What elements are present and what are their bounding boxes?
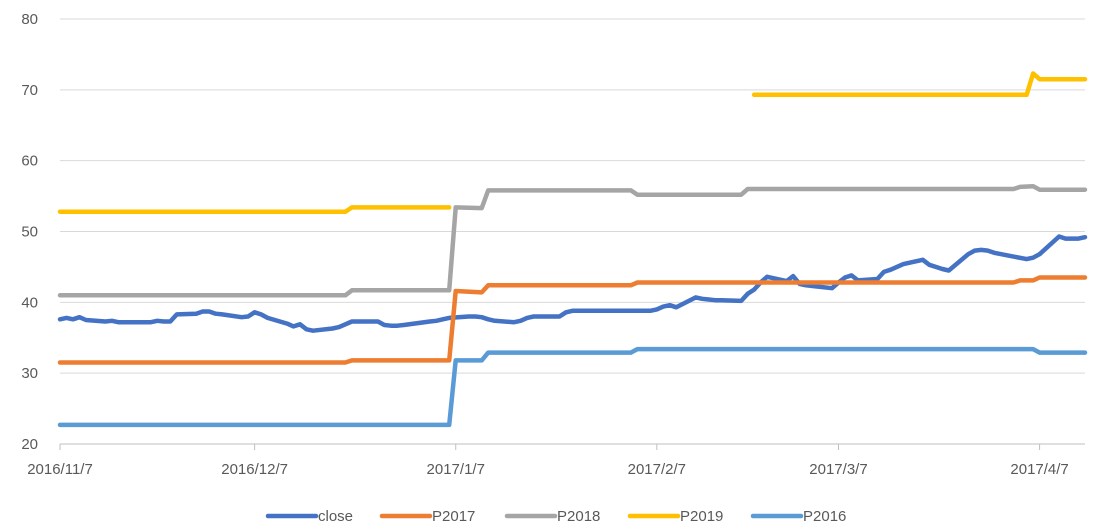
legend-label-P2018: P2018: [557, 508, 600, 525]
y-tick-label: 50: [21, 224, 38, 241]
y-tick-label: 70: [21, 82, 38, 99]
series-lines: [57, 71, 1088, 428]
y-tick-label: 80: [21, 11, 38, 28]
y-tick-label: 30: [21, 365, 38, 382]
legend: close P2017 P2018 P2019 P2016: [265, 508, 846, 525]
series-line-P2018: [57, 183, 1088, 298]
x-tick-label: 2017/3/7: [809, 461, 867, 478]
y-tick-label: 40: [21, 294, 38, 311]
legend-label-P2017: P2017: [432, 508, 475, 525]
series-line-P2017: [57, 275, 1088, 365]
series-line-P2016: [57, 346, 1088, 428]
x-tick-label: 2017/4/7: [1010, 461, 1068, 478]
x-tick-label: 2016/11/7: [27, 461, 93, 478]
y-axis-ticks: 20 30 40 50 60 70 80: [21, 11, 38, 453]
y-tick-label: 60: [21, 153, 38, 170]
legend-label-P2016: P2016: [803, 508, 846, 525]
series-line-close: [57, 234, 1088, 333]
gridlines: [60, 18, 1085, 374]
x-tick-label: 2017/2/7: [628, 461, 686, 478]
series-line-P2019: [57, 71, 1088, 214]
legend-label-close: close: [318, 508, 353, 525]
y-tick-label: 20: [21, 436, 38, 453]
legend-label-P2019: P2019: [680, 508, 723, 525]
x-axis: 2016/11/7 2016/12/7 2017/1/7 2017/2/7 2017/3…: [27, 443, 1085, 478]
x-tick-label: 2017/1/7: [427, 461, 485, 478]
x-tick-label: 2016/12/7: [221, 461, 288, 478]
